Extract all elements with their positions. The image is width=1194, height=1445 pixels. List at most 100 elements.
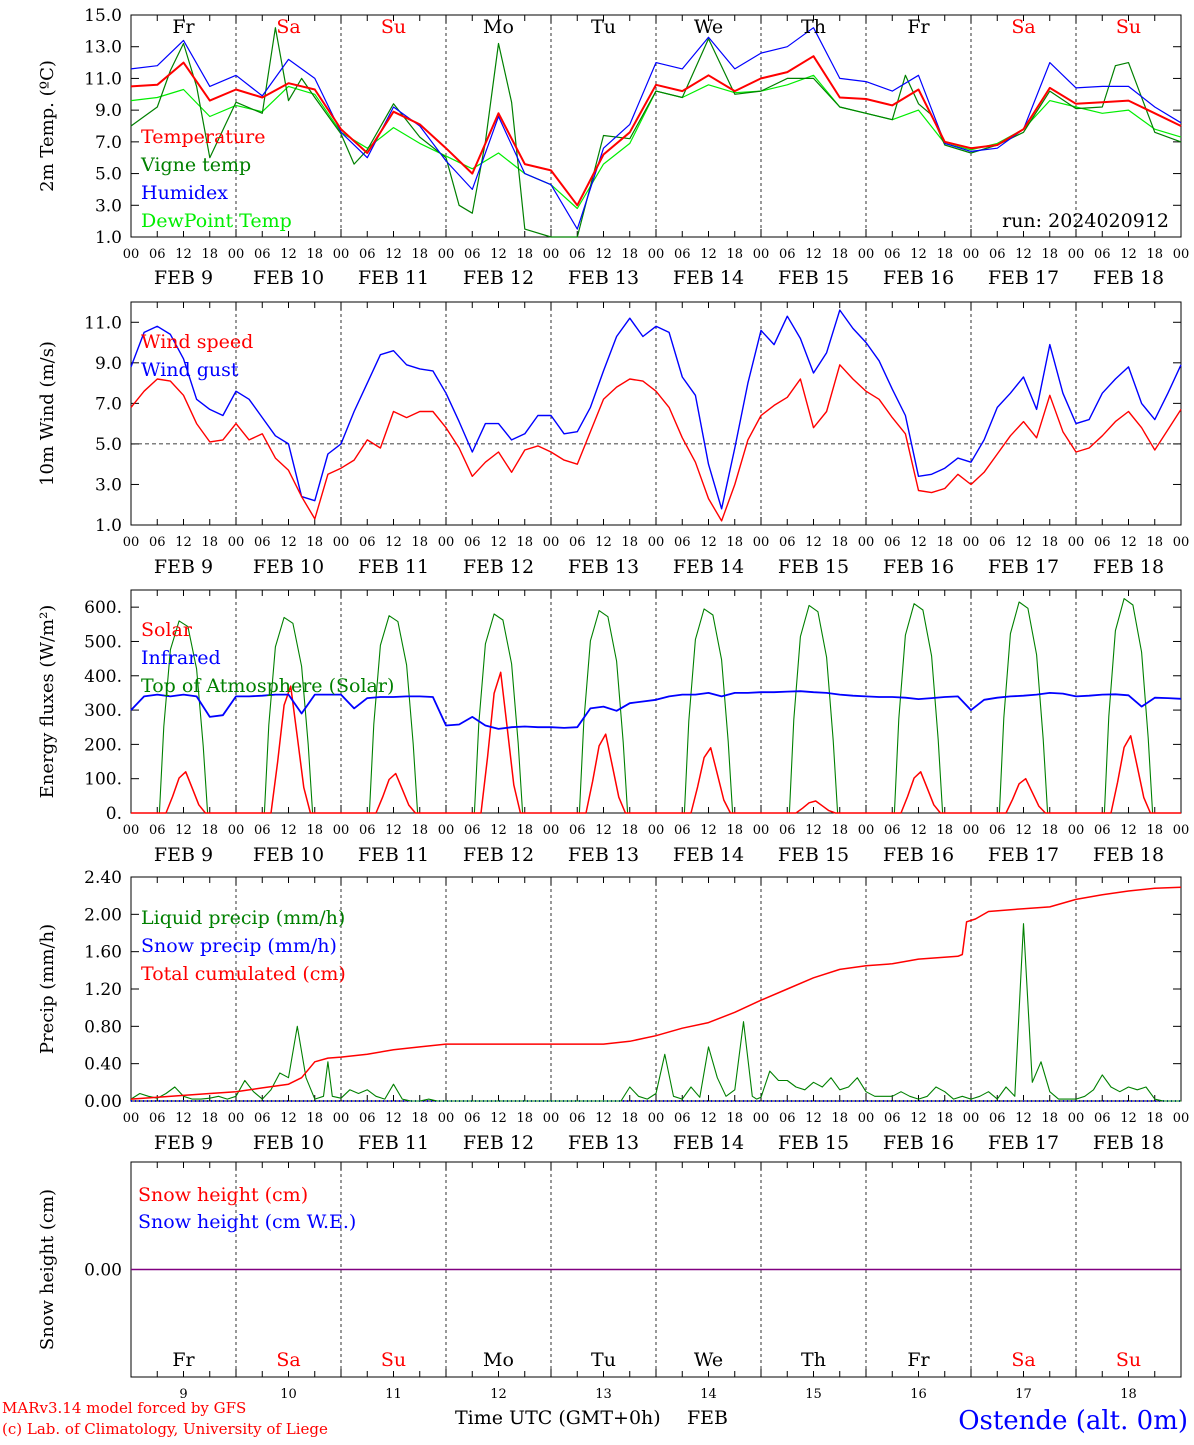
- hour-tick-label: 00: [438, 247, 455, 262]
- bottom-weekday-label: Fr: [172, 1349, 195, 1371]
- legend-snow-height-cm-: Snow height (cm): [138, 1184, 308, 1206]
- hour-tick-label: 12: [1120, 535, 1137, 550]
- hour-tick-label: 06: [359, 535, 376, 550]
- date-label: FEB 13: [568, 1132, 639, 1154]
- y-tick-label: 100.: [84, 770, 122, 790]
- hour-tick-label: 00: [753, 535, 770, 550]
- hour-tick-label: 00: [648, 823, 665, 838]
- hour-tick-label: 18: [1146, 823, 1163, 838]
- hour-tick-label: 18: [936, 535, 953, 550]
- date-label: FEB 15: [778, 1132, 849, 1154]
- hour-tick-label: 12: [700, 1111, 717, 1126]
- legend-top-of-atmosphere-solar-: Top of Atmosphere (Solar): [141, 675, 394, 697]
- date-label: FEB 13: [568, 267, 639, 289]
- hour-tick-label: 18: [201, 1111, 218, 1126]
- legend-snow-height-cm-w-e-: Snow height (cm W.E.): [138, 1211, 356, 1233]
- hour-tick-label: 00: [228, 247, 245, 262]
- hour-tick-label: 18: [1041, 1111, 1058, 1126]
- hour-tick-label: 12: [175, 823, 192, 838]
- hour-tick-label: 00: [333, 823, 350, 838]
- bottom-weekday-label: Th: [801, 1349, 826, 1371]
- hour-tick-label: 00: [648, 247, 665, 262]
- hour-tick-label: 06: [254, 1111, 271, 1126]
- hour-tick-label: 12: [490, 823, 507, 838]
- hour-tick-label: 06: [254, 247, 271, 262]
- hour-tick-label: 06: [149, 247, 166, 262]
- hour-tick-label: 06: [884, 535, 901, 550]
- y-tick-label: 0.00: [84, 1092, 122, 1112]
- hour-tick-label: 00: [858, 247, 875, 262]
- hour-tick-label: 18: [936, 247, 953, 262]
- hour-tick-label: 18: [1146, 247, 1163, 262]
- hour-tick-label: 18: [306, 1111, 323, 1126]
- hour-tick-label: 00: [543, 247, 560, 262]
- bottom-weekday-label: Su: [381, 1349, 406, 1371]
- hour-tick-label: 00: [228, 1111, 245, 1126]
- hour-tick-label: 18: [516, 247, 533, 262]
- hour-tick-label: 12: [175, 1111, 192, 1126]
- legend-humidex: Humidex: [141, 182, 228, 204]
- hour-tick-label: 12: [805, 247, 822, 262]
- hour-tick-label: 12: [280, 1111, 297, 1126]
- date-label: FEB 16: [883, 1132, 954, 1154]
- hour-tick-label: 12: [595, 535, 612, 550]
- date-label: FEB 11: [358, 556, 429, 578]
- weekday-label: Sa: [1011, 16, 1035, 38]
- hour-tick-label: 12: [700, 247, 717, 262]
- date-label: FEB 11: [358, 1132, 429, 1154]
- y-tick-label: 15.0: [84, 6, 122, 26]
- hour-tick-label: 12: [1120, 823, 1137, 838]
- hour-tick-label: 18: [306, 247, 323, 262]
- date-label: FEB 9: [154, 844, 213, 866]
- hour-tick-label: 06: [464, 247, 481, 262]
- hour-tick-label: 06: [359, 247, 376, 262]
- date-label: FEB 17: [988, 267, 1059, 289]
- legend-infrared: Infrared: [141, 647, 221, 669]
- bottom-date-label: 12: [490, 1387, 507, 1402]
- hour-tick-label: 18: [831, 247, 848, 262]
- hour-tick-label: 00: [123, 247, 140, 262]
- date-label: FEB 10: [253, 556, 324, 578]
- hour-tick-label: 06: [779, 247, 796, 262]
- hour-tick-label: 06: [569, 1111, 586, 1126]
- y-tick-label: 3.0: [95, 196, 122, 216]
- legend-temperature: Temperature: [141, 126, 265, 148]
- y-tick-label: 13.0: [84, 38, 122, 58]
- hour-tick-label: 18: [621, 535, 638, 550]
- hour-tick-label: 00: [858, 823, 875, 838]
- hour-tick-label: 12: [1015, 823, 1032, 838]
- hour-tick-label: 18: [411, 1111, 428, 1126]
- hour-tick-label: 12: [910, 1111, 927, 1126]
- bottom-date-label: 16: [910, 1387, 927, 1402]
- hour-tick-label: 18: [1041, 247, 1058, 262]
- hour-tick-label: 12: [490, 535, 507, 550]
- hour-tick-label: 06: [1094, 247, 1111, 262]
- y-tick-label: 9.0: [95, 101, 122, 121]
- hour-tick-label: 00: [333, 535, 350, 550]
- series-solar: [131, 671, 1181, 814]
- hour-tick-label: 18: [831, 1111, 848, 1126]
- series-humidex: [130, 27, 1182, 230]
- hour-tick-label: 12: [595, 823, 612, 838]
- y-tick-label: 3.0: [95, 475, 122, 495]
- y-tick-label: 1.0: [95, 516, 122, 536]
- date-label: FEB 16: [883, 556, 954, 578]
- hour-tick-label: 00: [648, 1111, 665, 1126]
- hour-tick-label: 12: [1015, 1111, 1032, 1126]
- hour-tick-label: 18: [1041, 823, 1058, 838]
- date-label: FEB 18: [1093, 556, 1164, 578]
- weekday-label: Su: [1116, 16, 1141, 38]
- bottom-date-label: 15: [805, 1387, 822, 1402]
- hour-tick-label: 06: [569, 535, 586, 550]
- bottom-weekday-label: Sa: [276, 1349, 300, 1371]
- date-label: FEB 12: [463, 844, 534, 866]
- date-label: FEB 9: [154, 556, 213, 578]
- date-label: FEB 9: [154, 267, 213, 289]
- series-wind-speed: [130, 364, 1182, 522]
- y-tick-label: 0.80: [84, 1017, 122, 1037]
- hour-tick-label: 00: [228, 535, 245, 550]
- date-label: FEB 15: [778, 844, 849, 866]
- legend-wind-gust: Wind gust: [141, 359, 239, 381]
- hour-tick-label: 18: [306, 823, 323, 838]
